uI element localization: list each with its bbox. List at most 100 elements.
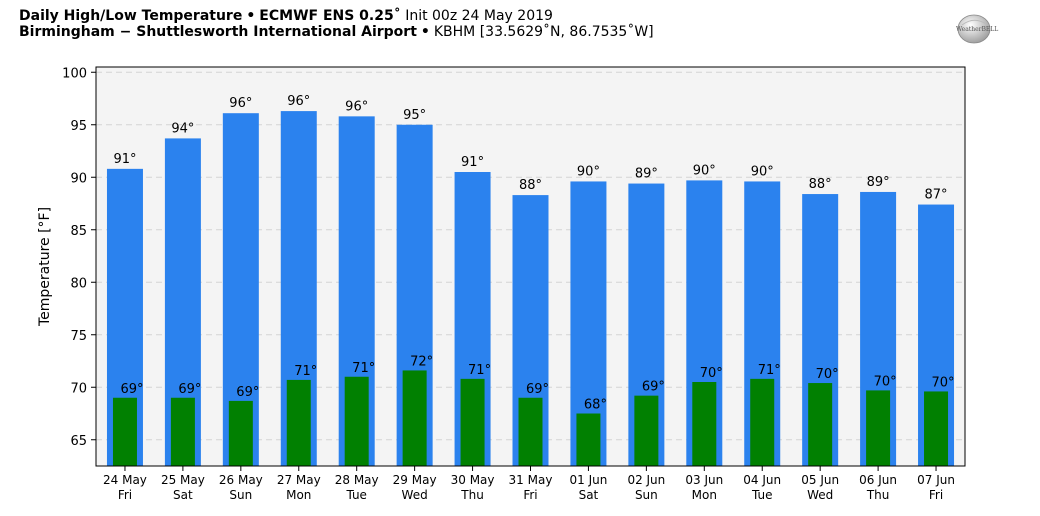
y-tick-label-85: 85 xyxy=(70,224,87,239)
separator-1: • xyxy=(246,8,256,24)
x-tick-day-3: Mon xyxy=(286,488,311,502)
x-tick-date-12: 05 Jun xyxy=(801,473,839,487)
x-tick-day-13: Thu xyxy=(866,488,890,502)
high-label-7: 88° xyxy=(519,178,542,193)
low-label-1: 69° xyxy=(178,382,201,397)
high-label-0: 91° xyxy=(113,152,136,167)
header-line-1: Daily High/Low Temperature • ECMWF ENS 0.2… xyxy=(19,8,919,24)
low-bar-2 xyxy=(228,400,253,466)
high-label-12: 88° xyxy=(809,177,832,192)
header-line-2: Birmingham − Shuttlesworth International… xyxy=(19,24,919,40)
low-bar-13 xyxy=(866,390,891,466)
low-bar-0 xyxy=(112,397,137,466)
high-label-13: 89° xyxy=(867,175,890,190)
x-tick-date-6: 30 May xyxy=(451,473,495,487)
low-temperature-bars xyxy=(112,370,949,466)
low-bar-10 xyxy=(692,382,717,466)
low-label-7: 69° xyxy=(526,382,549,397)
bar-value-labels: 91° 94° 96° 96° 96° 95° 91° 88° 90° 89° 90° 90° 88° 8… xyxy=(113,94,954,412)
x-tick-day-9: Sun xyxy=(635,488,658,502)
low-label-3: 71° xyxy=(294,364,317,379)
high-label-4: 96° xyxy=(345,99,368,114)
low-label-11: 71° xyxy=(758,363,781,378)
y-tick-label-100: 100 xyxy=(62,66,87,81)
high-label-1: 94° xyxy=(171,121,194,136)
low-bar-9 xyxy=(634,395,659,466)
chart-header: Daily High/Low Temperature • ECMWF ENS 0.2… xyxy=(19,8,919,40)
x-tick-day-6: Thu xyxy=(460,488,484,502)
y-tick-label-70: 70 xyxy=(70,381,87,396)
low-label-0: 69° xyxy=(120,382,143,397)
low-label-4: 71° xyxy=(352,361,375,376)
high-label-3: 96° xyxy=(287,94,310,109)
x-tick-date-9: 02 Jun xyxy=(627,473,665,487)
low-label-12: 70° xyxy=(816,367,839,382)
y-tick-label-90: 90 xyxy=(70,171,87,186)
x-tick-day-5: Wed xyxy=(402,488,428,502)
x-tick-date-11: 04 Jun xyxy=(743,473,781,487)
low-label-2: 69° xyxy=(236,385,259,400)
x-tick-date-1: 25 May xyxy=(161,473,205,487)
x-tick-day-7: Fri xyxy=(523,488,537,502)
x-tick-date-14: 07 Jun xyxy=(917,473,955,487)
station-details: KBHM [33.5629˚N, 86.7535˚W] xyxy=(433,24,654,40)
separator-2: • xyxy=(420,24,430,40)
high-label-9: 89° xyxy=(635,167,658,182)
high-label-11: 90° xyxy=(751,164,774,179)
x-tick-date-3: 27 May xyxy=(277,473,321,487)
low-bar-1 xyxy=(170,397,195,466)
x-tick-date-0: 24 May xyxy=(103,473,147,487)
low-bar-12 xyxy=(808,383,833,466)
x-tick-day-1: Sat xyxy=(173,488,193,502)
low-bar-8 xyxy=(576,413,601,466)
low-bar-11 xyxy=(750,378,775,466)
x-tick-date-7: 31 May xyxy=(509,473,553,487)
x-tick-date-8: 01 Jun xyxy=(570,473,608,487)
x-tick-date-13: 06 Jun xyxy=(859,473,897,487)
y-tick-label-95: 95 xyxy=(70,119,87,134)
plot-frame xyxy=(95,66,966,467)
y-tick-label-75: 75 xyxy=(70,329,87,344)
high-label-2: 96° xyxy=(229,96,252,111)
y-axis: 65 70 75 80 85 90 95 100 xyxy=(62,66,96,449)
low-bar-5 xyxy=(402,370,427,466)
low-bar-3 xyxy=(286,379,311,466)
x-tick-day-0: Fri xyxy=(118,488,132,502)
location-name: Birmingham − Shuttlesworth International… xyxy=(19,24,417,40)
low-bar-4 xyxy=(344,376,369,466)
high-label-6: 91° xyxy=(461,155,484,170)
x-tick-day-4: Tue xyxy=(345,488,367,502)
x-tick-day-14: Fri xyxy=(929,488,943,502)
high-label-14: 87° xyxy=(925,188,948,203)
x-tick-date-4: 28 May xyxy=(335,473,379,487)
low-label-14: 70° xyxy=(932,375,955,390)
x-tick-date-5: 29 May xyxy=(393,473,437,487)
x-tick-date-10: 03 Jun xyxy=(685,473,723,487)
low-bar-6 xyxy=(460,378,485,466)
low-bar-14 xyxy=(924,391,949,466)
x-tick-day-11: Tue xyxy=(751,488,773,502)
low-label-9: 69° xyxy=(642,380,665,395)
x-tick-day-10: Mon xyxy=(692,488,717,502)
high-label-8: 90° xyxy=(577,164,600,179)
y-tick-label-80: 80 xyxy=(70,276,87,291)
low-label-6: 71° xyxy=(468,363,491,378)
y-tick-label-65: 65 xyxy=(70,434,87,449)
logo-text: WeatherBELL xyxy=(956,26,998,33)
low-label-10: 70° xyxy=(700,366,723,381)
low-bar-7 xyxy=(518,397,543,466)
low-label-5: 72° xyxy=(410,354,433,369)
y-axis-title: Temperature [°F] xyxy=(37,207,53,327)
low-label-8: 68° xyxy=(584,398,607,413)
x-tick-day-12: Wed xyxy=(807,488,833,502)
x-tick-day-2: Sun xyxy=(229,488,252,502)
low-label-13: 70° xyxy=(874,374,897,389)
x-tick-date-2: 26 May xyxy=(219,473,263,487)
high-label-5: 95° xyxy=(403,108,426,123)
chart-title: Daily High/Low Temperature xyxy=(19,8,243,24)
weatherbell-logo-icon: WeatherBELL xyxy=(956,14,998,44)
x-tick-day-8: Sat xyxy=(579,488,599,502)
model-name: ECMWF ENS 0.25˚ xyxy=(259,8,401,24)
